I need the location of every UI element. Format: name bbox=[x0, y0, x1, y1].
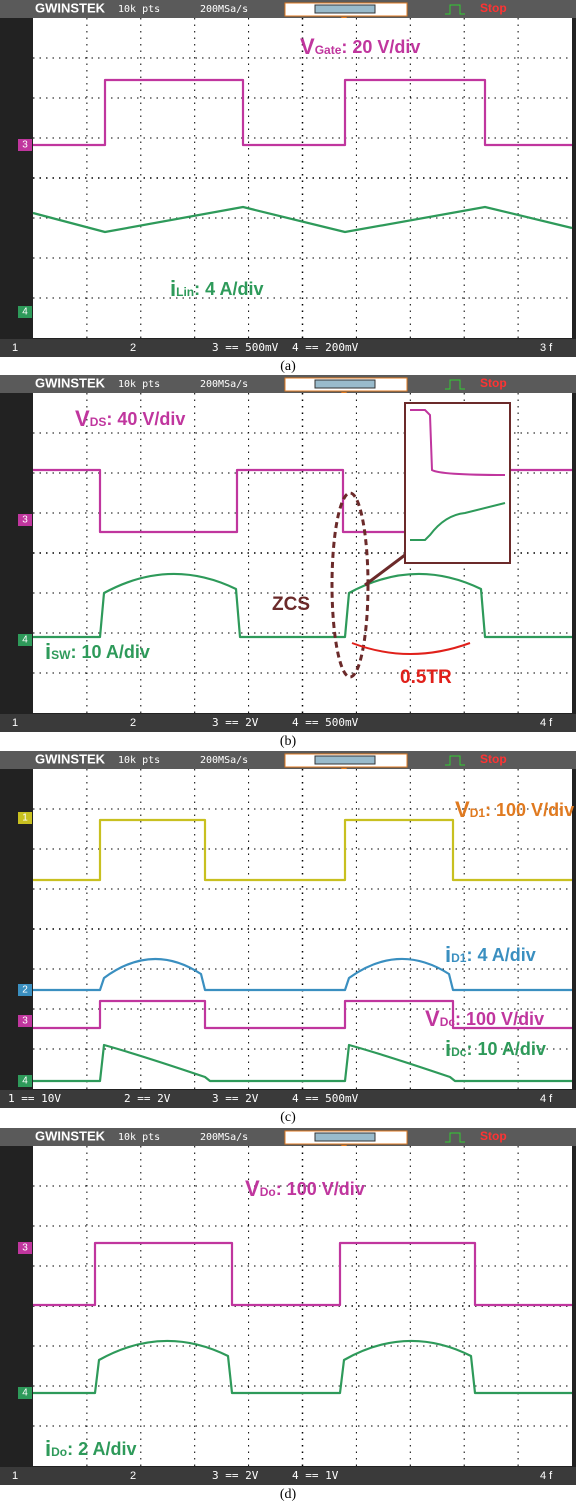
points: 10k pts bbox=[118, 1132, 160, 1143]
annotation-sub: Do bbox=[260, 1185, 276, 1199]
channel-marker-label: 3 bbox=[22, 140, 28, 151]
sample-rate: 200MSa/s bbox=[200, 379, 248, 390]
brand: GWINSTEK bbox=[35, 1128, 106, 1143]
footer-item: 2 bbox=[130, 717, 136, 729]
footer-bar bbox=[0, 339, 576, 357]
memory-bar bbox=[315, 380, 375, 388]
channel-marker-label: 4 bbox=[22, 307, 28, 318]
annotation-main: V bbox=[455, 797, 470, 822]
footer-channel: 4 == 200mV bbox=[292, 341, 359, 354]
scope-panel: GWINSTEK 10k pts 200MSa/s Stop 3 4 1 2 3 == 2V 4 … bbox=[0, 375, 576, 749]
channel-marker-label: 3 bbox=[22, 1016, 28, 1027]
caption: (a) bbox=[280, 359, 296, 374]
footer-item: 2 bbox=[130, 342, 136, 354]
footer-item: 1 bbox=[12, 342, 18, 354]
annotation-main: V bbox=[245, 1176, 260, 1201]
footer-item: 2 bbox=[130, 1470, 136, 1482]
annotation-sub: D1 bbox=[470, 806, 486, 820]
sample-rate: 200MSa/s bbox=[200, 4, 248, 15]
channel-marker-label: 1 bbox=[22, 813, 28, 824]
annotation: 0.5TR bbox=[400, 667, 452, 688]
status: Stop bbox=[480, 1129, 507, 1143]
annotation-rest: : 4 A/div bbox=[194, 279, 263, 299]
annotation-rest: : 40 V/div bbox=[106, 409, 185, 429]
annotation-rest: : 20 V/div bbox=[341, 37, 420, 57]
points: 10k pts bbox=[118, 4, 160, 15]
caption: (b) bbox=[280, 734, 297, 749]
annotation-sub: Lin bbox=[176, 285, 194, 299]
footer-channel: 3 == 2V bbox=[212, 1469, 259, 1482]
annotation-rest: : 2 A/div bbox=[67, 1439, 136, 1459]
footer-channel: 3 == 2V bbox=[212, 716, 259, 729]
footer-right: 3 f bbox=[540, 342, 553, 354]
annotation-main: V bbox=[425, 1006, 440, 1031]
footer-bar bbox=[0, 1467, 576, 1485]
points: 10k pts bbox=[118, 755, 160, 766]
annotation-rest: : 10 A/div bbox=[70, 642, 149, 662]
footer-right: 4 f bbox=[540, 1093, 553, 1105]
footer-channel: 4 == 1V bbox=[292, 1469, 339, 1482]
status: Stop bbox=[480, 752, 507, 766]
caption: (c) bbox=[280, 1110, 296, 1125]
footer-channel: 3 == 2V bbox=[212, 1092, 259, 1105]
channel-marker-label: 4 bbox=[22, 1076, 28, 1087]
annotation-sub: Do bbox=[51, 1445, 67, 1459]
channel-marker-label: 2 bbox=[22, 985, 28, 996]
footer-item: 1 bbox=[12, 1470, 18, 1482]
sample-rate: 200MSa/s bbox=[200, 1132, 248, 1143]
status: Stop bbox=[480, 376, 507, 390]
scope-panel: GWINSTEK 10k pts 200MSa/s Stop 3 4 1 2 3 == 500m… bbox=[0, 0, 576, 374]
screen bbox=[33, 18, 572, 338]
channel-marker-label: 4 bbox=[22, 635, 28, 646]
figure: GWINSTEK 10k pts 200MSa/s Stop 3 4 1 2 3 == 500m… bbox=[0, 0, 576, 1507]
footer-bar bbox=[0, 714, 576, 732]
caption: (d) bbox=[280, 1487, 297, 1502]
footer-item: 1 bbox=[12, 717, 18, 729]
scope-panel: GWINSTEK 10k pts 200MSa/s Stop 3 4 1 2 3 == 2V 4 … bbox=[0, 1128, 576, 1502]
sample-rate: 200MSa/s bbox=[200, 755, 248, 766]
annotation-rest: : 4 A/div bbox=[466, 945, 535, 965]
channel-marker-label: 3 bbox=[22, 1243, 28, 1254]
brand: GWINSTEK bbox=[35, 375, 106, 390]
annotation-sub: SW bbox=[51, 648, 71, 662]
annotation-main: 0.5TR bbox=[400, 667, 452, 688]
annotation-sub: DS bbox=[90, 415, 107, 429]
memory-bar bbox=[315, 5, 375, 13]
annotation-rest: : 100 V/div bbox=[485, 800, 574, 820]
annotation-sub: Dc bbox=[440, 1015, 456, 1029]
channel-marker-label: 3 bbox=[22, 515, 28, 526]
annotation-sub: Gate bbox=[315, 43, 342, 57]
scope-panel: GWINSTEK 10k pts 200MSa/s Stop 1 2 3 4 1 == 10V 2… bbox=[0, 751, 576, 1125]
brand: GWINSTEK bbox=[35, 0, 106, 15]
annotation-rest: : 10 A/div bbox=[466, 1039, 545, 1059]
footer-channel: 4 == 500mV bbox=[292, 1092, 359, 1105]
channel-marker-label: 4 bbox=[22, 1388, 28, 1399]
memory-bar bbox=[315, 1133, 375, 1141]
footer-channel: 3 == 500mV bbox=[212, 341, 279, 354]
annotation-main: ZCS bbox=[272, 594, 310, 615]
annotation-rest: : 100 V/div bbox=[455, 1009, 544, 1029]
annotation-main: V bbox=[300, 34, 315, 59]
memory-bar bbox=[315, 756, 375, 764]
points: 10k pts bbox=[118, 379, 160, 390]
footer-right: 4 f bbox=[540, 1470, 553, 1482]
footer-bar bbox=[0, 1090, 576, 1108]
annotation-main: V bbox=[75, 406, 90, 431]
annotation: ZCS bbox=[272, 594, 310, 615]
annotation-rest: : 100 V/div bbox=[276, 1179, 365, 1199]
status: Stop bbox=[480, 1, 507, 15]
annotation-sub: D1 bbox=[451, 951, 467, 965]
footer-channel: 4 == 500mV bbox=[292, 716, 359, 729]
footer-channel: 2 == 2V bbox=[124, 1092, 171, 1105]
brand: GWINSTEK bbox=[35, 751, 106, 766]
footer-right: 4 f bbox=[540, 717, 553, 729]
annotation-sub: Dc bbox=[451, 1045, 467, 1059]
footer-channel: 1 == 10V bbox=[8, 1092, 61, 1105]
